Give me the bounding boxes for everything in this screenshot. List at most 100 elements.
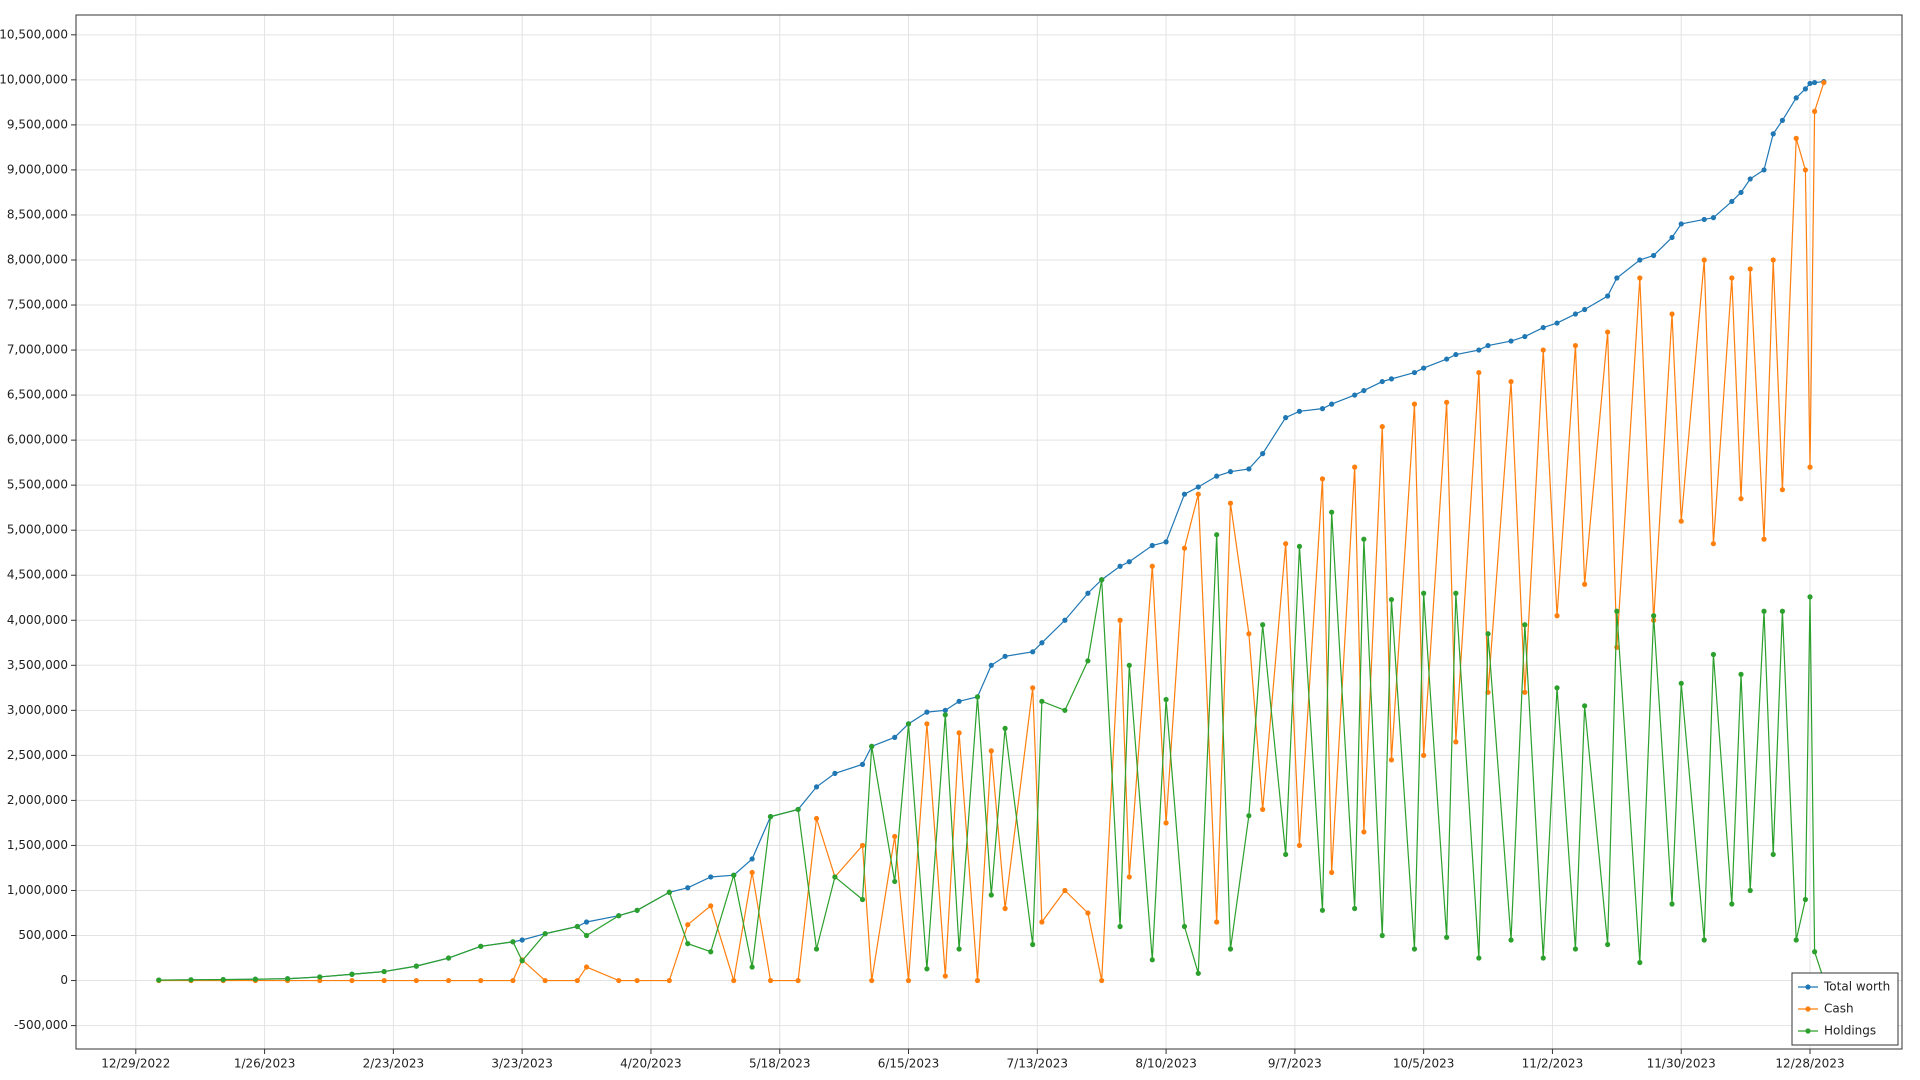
point xyxy=(1582,306,1588,313)
y-tick-label: 4,000,000 xyxy=(7,613,68,627)
y-tick-label: 9,500,000 xyxy=(7,117,68,131)
point xyxy=(1453,590,1459,596)
point xyxy=(574,977,580,984)
point xyxy=(685,941,691,947)
point xyxy=(1214,473,1220,479)
point xyxy=(1126,559,1132,565)
point xyxy=(859,842,866,849)
x-tick-label: 11/2/2023 xyxy=(1522,1057,1584,1071)
point xyxy=(1260,451,1266,457)
point xyxy=(1117,923,1123,930)
point xyxy=(1779,117,1786,123)
point xyxy=(1614,275,1620,281)
point xyxy=(956,730,962,736)
point xyxy=(1651,252,1657,259)
plot-frame xyxy=(75,14,1903,1050)
point xyxy=(974,694,981,700)
point xyxy=(1388,376,1395,382)
point xyxy=(1476,347,1482,353)
point xyxy=(1379,424,1385,430)
point xyxy=(478,977,484,984)
point xyxy=(1710,215,1717,221)
point xyxy=(1729,275,1735,281)
point xyxy=(1181,545,1188,551)
point xyxy=(1453,351,1459,358)
point xyxy=(1195,491,1201,497)
y-tick-label: 4,500,000 xyxy=(7,568,68,582)
point xyxy=(1126,662,1132,668)
point xyxy=(616,977,622,984)
point xyxy=(1227,469,1234,475)
x-tick-label: 2/23/2023 xyxy=(363,1057,425,1071)
point xyxy=(956,946,962,952)
x-tick-label: 4/20/2023 xyxy=(620,1057,682,1071)
point xyxy=(1099,977,1105,984)
point xyxy=(1701,257,1707,263)
point xyxy=(1444,934,1450,940)
x-tick-label: 10/5/2023 xyxy=(1393,1057,1455,1071)
point xyxy=(666,977,672,984)
point xyxy=(1761,536,1767,542)
legend-label: Cash xyxy=(1824,1002,1854,1016)
point xyxy=(1802,896,1809,903)
point xyxy=(1637,257,1643,263)
point xyxy=(1039,919,1045,925)
point xyxy=(859,761,866,767)
point xyxy=(1614,608,1620,614)
point xyxy=(1554,685,1560,691)
point xyxy=(634,907,640,913)
point xyxy=(1421,590,1427,596)
point xyxy=(1770,131,1776,137)
point xyxy=(813,815,820,822)
point xyxy=(445,955,452,961)
point xyxy=(1319,406,1326,412)
point xyxy=(583,932,590,939)
point xyxy=(956,698,962,704)
point xyxy=(1283,415,1289,421)
point xyxy=(795,806,801,813)
x-tick-label: 8/10/2023 xyxy=(1135,1057,1197,1071)
point xyxy=(616,913,622,919)
point xyxy=(1605,941,1611,948)
point xyxy=(1747,176,1753,182)
legend-marker xyxy=(1805,984,1811,990)
point xyxy=(1421,752,1427,758)
y-tick-label: 2,500,000 xyxy=(7,748,68,762)
point xyxy=(1388,757,1395,763)
point xyxy=(708,949,714,955)
point xyxy=(924,709,930,715)
point xyxy=(1163,820,1169,826)
x-tick-label: 7/13/2023 xyxy=(1007,1057,1069,1071)
y-tick-label: 5,000,000 xyxy=(7,523,68,537)
point xyxy=(1319,476,1326,482)
point xyxy=(1411,401,1418,407)
point xyxy=(767,977,774,984)
point xyxy=(381,968,387,975)
point xyxy=(1329,869,1335,876)
point xyxy=(666,889,672,895)
point xyxy=(1572,946,1579,952)
point xyxy=(1117,563,1123,569)
point xyxy=(731,977,737,984)
point xyxy=(1062,887,1068,894)
point xyxy=(583,919,590,925)
point xyxy=(1444,399,1450,405)
point xyxy=(1637,275,1643,281)
point xyxy=(708,903,714,909)
point xyxy=(1540,324,1546,331)
point xyxy=(1793,937,1799,943)
point xyxy=(1710,651,1717,658)
point xyxy=(1770,257,1776,263)
legend: Total worth Cash Holdings xyxy=(1791,972,1899,1046)
point xyxy=(1149,542,1155,549)
point xyxy=(1807,594,1813,600)
point xyxy=(1214,532,1220,538)
point xyxy=(1296,408,1303,414)
point xyxy=(1554,320,1560,326)
point xyxy=(974,977,981,984)
point xyxy=(1260,806,1266,813)
point xyxy=(220,977,226,983)
point xyxy=(988,748,994,754)
point xyxy=(1214,919,1220,925)
point xyxy=(1246,466,1252,472)
